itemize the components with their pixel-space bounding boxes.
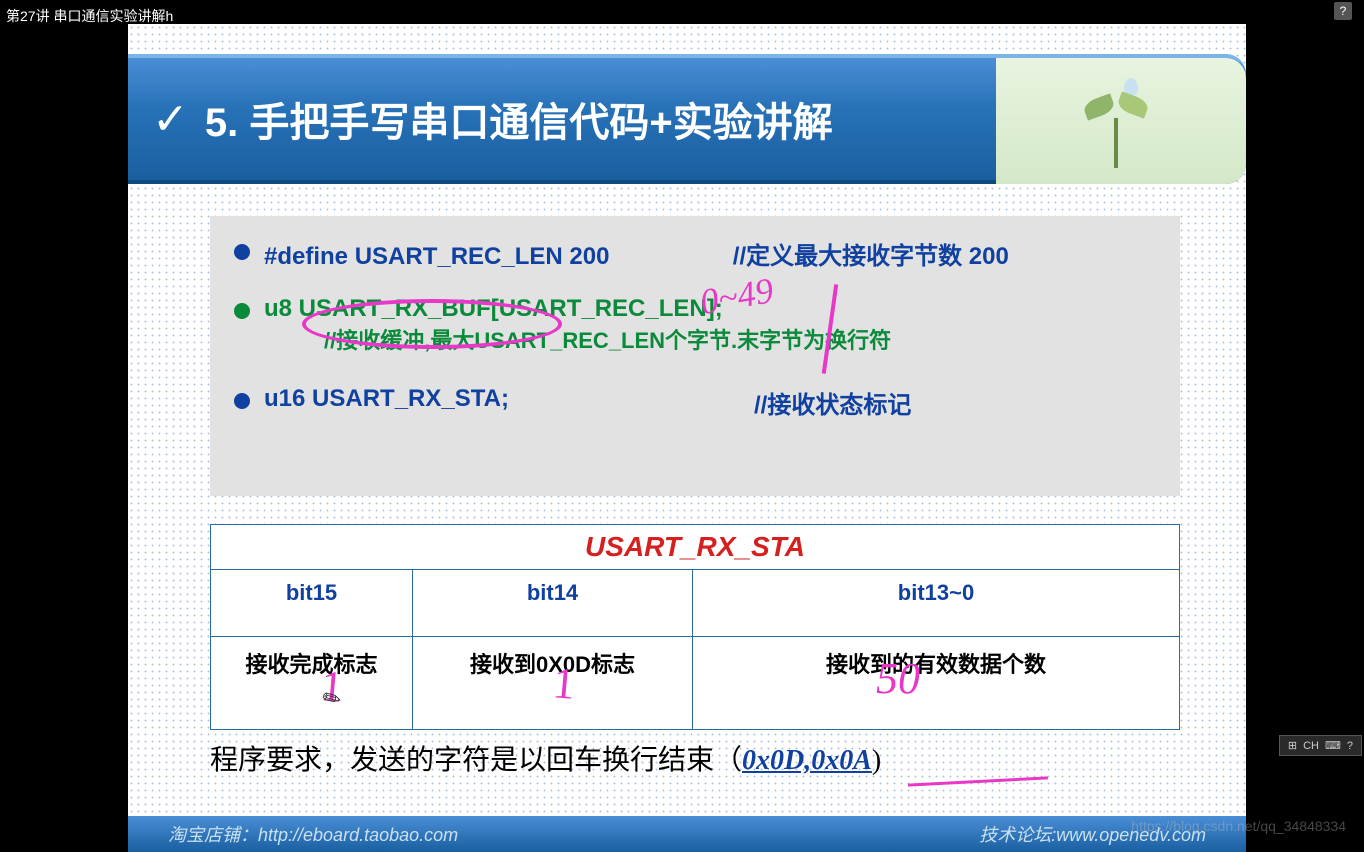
- check-icon: ✓: [152, 94, 189, 145]
- req-hex: 0x0D,0x0A: [742, 745, 872, 776]
- req-prefix: 程序要求，发送的字符是以回车换行结束（: [210, 745, 742, 776]
- table-title: USART_RX_STA: [211, 525, 1179, 570]
- status-comment: //接收状态标记: [754, 385, 911, 420]
- code-line-3: u16 USART_RX_STA; //接收状态标记: [234, 385, 1156, 420]
- code-line-2: u8 USART_RX_BUF[USART_REC_LEN]; //接收缓冲,最…: [234, 295, 1156, 355]
- footer-left: 淘宝店铺：http://eboard.taobao.com: [168, 821, 458, 847]
- ime-drag-icon[interactable]: ⊞: [1288, 739, 1297, 752]
- buffer-declaration: u8 USART_RX_BUF[USART_REC_LEN];: [264, 295, 891, 323]
- header-image: [996, 58, 1246, 184]
- help-icon[interactable]: ?: [1334, 2, 1352, 20]
- buffer-comment: //接收缓冲,最大USART_REC_LEN个字节.末字节为换行符: [324, 323, 891, 355]
- bullet-icon: [234, 244, 250, 260]
- sprout-icon: [1076, 78, 1156, 168]
- req-suffix: ): [872, 745, 881, 776]
- usart-rx-sta-table: USART_RX_STA bit15 bit14 bit13~0 接收完成标志 …: [210, 524, 1180, 730]
- slide-footer: 淘宝店铺：http://eboard.taobao.com 技术论坛:www.o…: [128, 816, 1246, 852]
- ime-lang-label[interactable]: CH: [1303, 740, 1319, 752]
- table-body-row: 接收完成标志 接收到0X0D标志 接收到的有效数据个数: [211, 637, 1179, 729]
- watermark: https://blog.csdn.net/qq_34848334: [1131, 818, 1346, 834]
- header-text: 手把手写串口通信代码+实验讲解: [249, 101, 832, 145]
- ime-keyboard-icon[interactable]: ⌨: [1325, 739, 1341, 752]
- ime-toolbar[interactable]: ⊞ CH ⌨ ?: [1279, 735, 1362, 756]
- table-header-cell: bit14: [413, 570, 693, 637]
- slide: ✓ 5. 手把手写串口通信代码+实验讲解 #define USART_REC_L…: [128, 24, 1246, 852]
- define-comment: //定义最大接收字节数 200: [733, 243, 1009, 270]
- table-header-cell: bit15: [211, 570, 413, 637]
- code-line-1: #define USART_REC_LEN 200 //定义最大接收字节数 20…: [234, 236, 1156, 271]
- requirement-text: 程序要求，发送的字符是以回车换行结束（0x0D,0x0A): [210, 738, 881, 778]
- bullet-icon: [234, 303, 250, 319]
- table-cell: 接收完成标志: [211, 637, 413, 729]
- header-title: 5. 手把手写串口通信代码+实验讲解: [205, 90, 833, 148]
- status-declaration: u16 USART_RX_STA;: [264, 385, 754, 420]
- table-header-cell: bit13~0: [693, 570, 1179, 637]
- table-cell: 接收到的有效数据个数: [693, 637, 1179, 729]
- ime-help-icon[interactable]: ?: [1347, 740, 1353, 752]
- define-statement: #define USART_REC_LEN 200: [264, 243, 609, 270]
- slide-header: ✓ 5. 手把手写串口通信代码+实验讲解: [128, 54, 1246, 184]
- table-header-row: bit15 bit14 bit13~0: [211, 570, 1179, 637]
- bullet-icon: [234, 393, 250, 409]
- code-definitions: #define USART_REC_LEN 200 //定义最大接收字节数 20…: [210, 216, 1180, 496]
- table-cell: 接收到0X0D标志: [413, 637, 693, 729]
- header-number: 5.: [205, 101, 238, 145]
